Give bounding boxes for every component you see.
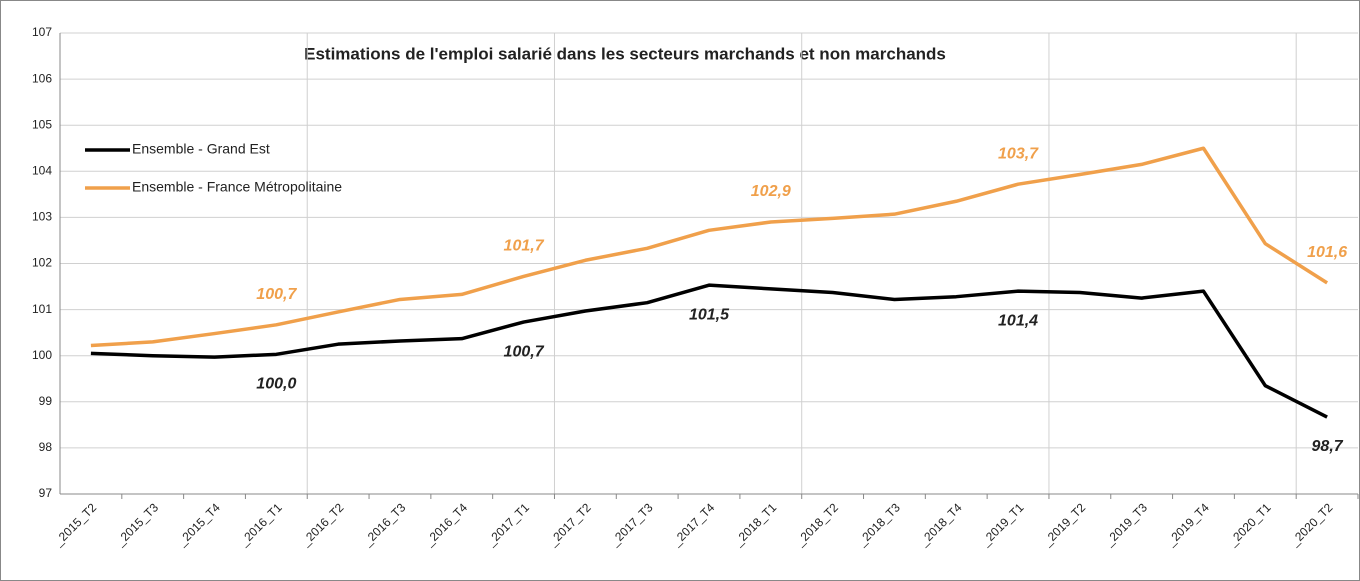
y-tick-label: 102: [32, 256, 52, 270]
y-tick-label: 103: [32, 210, 52, 224]
data-label: 102,9: [751, 183, 791, 200]
data-label: 100,7: [256, 286, 297, 303]
chart-title: Estimations de l'emploi salarié dans les…: [304, 44, 946, 63]
data-label: 100,0: [256, 376, 296, 393]
y-tick-label: 99: [39, 394, 53, 408]
y-tick-label: 101: [32, 302, 52, 316]
y-tick-label: 105: [32, 117, 52, 131]
data-label: 101,6: [1307, 244, 1347, 261]
y-tick-label: 97: [39, 486, 53, 500]
data-label: 101,4: [998, 312, 1038, 329]
data-label: 101,5: [689, 306, 730, 323]
series-line: [90, 283, 1328, 419]
data-label: 103,7: [998, 145, 1039, 162]
y-tick-label: 106: [32, 71, 52, 85]
data-label: 98,7: [1312, 438, 1344, 455]
y-tick-label: 100: [32, 348, 52, 362]
y-tick-label: 104: [32, 163, 52, 177]
legend-label: Ensemble - France Métropolitaine: [132, 179, 342, 195]
legend-label: Ensemble - Grand Est: [132, 141, 270, 157]
series-line: [90, 146, 1329, 348]
y-tick-label: 107: [32, 25, 52, 39]
data-label: 101,7: [504, 238, 545, 255]
data-label: 100,7: [504, 343, 545, 360]
y-tick-label: 98: [39, 440, 53, 454]
